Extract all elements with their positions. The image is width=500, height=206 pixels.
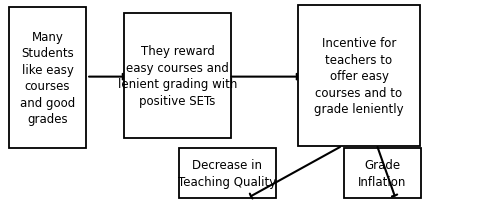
Text: Grade
Inflation: Grade Inflation <box>358 158 406 188</box>
Bar <box>9 8 86 148</box>
Bar <box>344 148 421 198</box>
Text: They reward
easy courses and
lenient grading with
positive SETs: They reward easy courses and lenient gra… <box>118 45 237 107</box>
Bar <box>298 6 420 146</box>
Text: Many
Students
like easy
courses
and good
grades: Many Students like easy courses and good… <box>20 31 75 126</box>
Text: Incentive for
teachers to
offer easy
courses and to
grade leniently: Incentive for teachers to offer easy cou… <box>314 37 404 116</box>
Text: Decrease in
Teaching Quality: Decrease in Teaching Quality <box>178 158 276 188</box>
Bar <box>179 148 276 198</box>
Bar <box>124 14 231 138</box>
